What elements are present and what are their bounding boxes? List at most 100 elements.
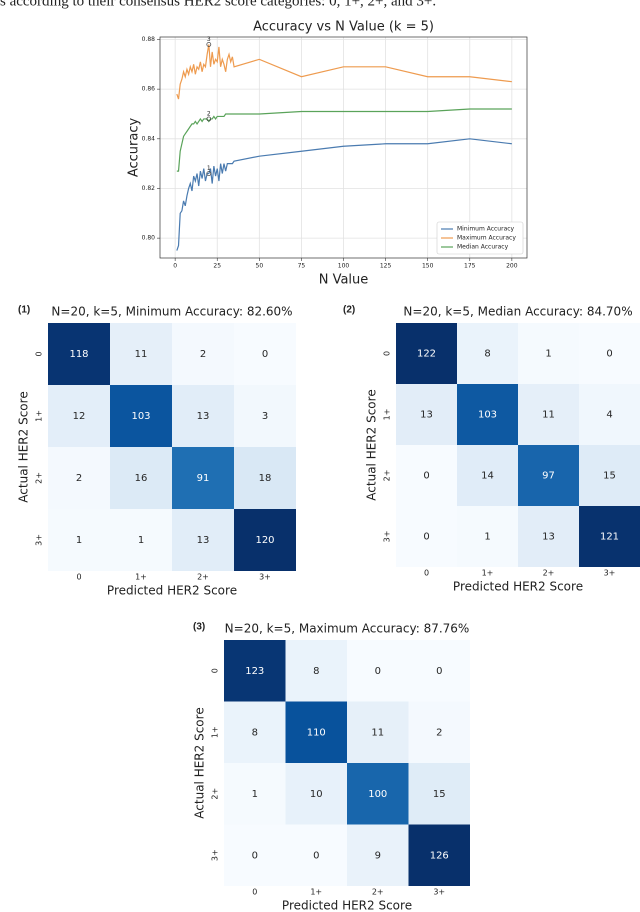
heatmap-cell <box>408 763 470 825</box>
heatmap-cell <box>396 506 457 567</box>
heatmap-cell <box>457 506 518 567</box>
heatmap-cell <box>172 323 234 385</box>
heatmap-cell <box>110 447 172 509</box>
cell-value: 0 <box>423 471 429 482</box>
x-tick-label: 0 <box>252 888 257 897</box>
y-axis-label: Accuracy <box>127 118 142 178</box>
x-tick-label: 3+ <box>433 888 445 897</box>
x-tick-label: 125 <box>380 263 392 270</box>
heatmap-cell <box>224 824 286 886</box>
heatmap-cell <box>396 445 457 506</box>
x-tick-label: 50 <box>256 263 264 270</box>
legend-label: Minimum Accuracy <box>457 226 515 233</box>
heatmap-cell <box>347 824 409 886</box>
y-axis-label: Actual HER2 Score <box>365 389 379 500</box>
heatmap-cell <box>518 506 579 567</box>
cell-value: 100 <box>368 789 387 800</box>
caption-fragment: s according to their consensus HER2 scor… <box>0 0 436 9</box>
cell-value: 2 <box>200 349 206 360</box>
cell-value: 0 <box>436 666 442 677</box>
y-tick-label: 0.84 <box>142 135 156 142</box>
cell-value: 1 <box>545 349 551 360</box>
cell-value: 0 <box>252 850 258 861</box>
cell-value: 10 <box>310 789 323 800</box>
heatmap-cell <box>408 824 470 886</box>
x-tick-label: 0 <box>173 263 177 270</box>
annotation-label: 1 <box>207 165 211 172</box>
heatmap-cell <box>518 323 579 384</box>
x-tick-label: 1+ <box>135 573 147 582</box>
cell-value: 97 <box>542 471 555 482</box>
x-axis-label: Predicted HER2 Score <box>107 584 237 598</box>
heatmap-cell <box>224 640 286 702</box>
heatmap-cell <box>110 385 172 447</box>
panel-label: (1) <box>18 305 30 316</box>
y-tick-label: 0.88 <box>142 36 156 43</box>
cell-value: 12 <box>73 411 86 422</box>
heatmap-cell <box>579 506 640 567</box>
plot-frame <box>159 36 528 259</box>
y-tick-label: 0.80 <box>142 235 156 242</box>
heatmap-cell <box>457 384 518 445</box>
x-axis-label: Predicted HER2 Score <box>282 899 412 912</box>
y-tick-label: 2+ <box>211 788 220 800</box>
y-tick-label: 3+ <box>211 849 220 861</box>
heatmap-cell <box>396 384 457 445</box>
x-tick-label: 2+ <box>543 569 555 578</box>
series-line <box>176 44 512 100</box>
x-tick-label: 2+ <box>372 888 384 897</box>
cell-value: 1 <box>484 532 490 543</box>
series-line <box>176 108 512 172</box>
heatmap-cell <box>234 323 296 385</box>
cell-value: 126 <box>430 850 449 861</box>
x-axis-label: N Value <box>319 273 369 288</box>
cell-value: 13 <box>197 411 210 422</box>
cell-value: 9 <box>375 850 381 861</box>
cell-value: 16 <box>135 473 148 484</box>
cell-value: 18 <box>259 473 272 484</box>
cell-value: 2 <box>436 727 442 738</box>
heatmap-cell <box>110 509 172 571</box>
heatmap-cell <box>347 640 409 702</box>
cell-value: 1 <box>252 789 258 800</box>
cell-value: 3 <box>262 411 268 422</box>
y-tick-label: 1+ <box>35 410 44 422</box>
heatmap-cell <box>457 445 518 506</box>
heatmap-cell <box>48 385 110 447</box>
heatmap-cell <box>48 447 110 509</box>
cell-value: 0 <box>375 666 381 677</box>
cell-value: 15 <box>603 471 616 482</box>
cell-value: 13 <box>197 535 210 546</box>
heatmap-cell <box>224 701 286 763</box>
heatmap-cell <box>579 384 640 445</box>
x-tick-label: 75 <box>298 263 306 270</box>
cell-value: 91 <box>197 473 210 484</box>
heatmap-cell <box>518 384 579 445</box>
cell-value: 11 <box>371 727 384 738</box>
heatmap-cell <box>396 323 457 384</box>
x-tick-label: 1+ <box>310 888 322 897</box>
panel-label: (2) <box>343 305 355 316</box>
y-axis-label: Actual HER2 Score <box>17 391 31 502</box>
y-tick-label: 3+ <box>383 531 392 543</box>
x-tick-label: 2+ <box>197 573 209 582</box>
heatmap-cell <box>172 509 234 571</box>
cell-value: 2 <box>76 473 82 484</box>
heatmap-cell <box>48 509 110 571</box>
y-tick-label: 1+ <box>211 726 220 738</box>
heatmap-cell <box>285 701 347 763</box>
annotation-marker <box>206 116 212 122</box>
chart-title: Accuracy vs N Value (k = 5) <box>253 20 434 35</box>
y-tick-label: 3+ <box>35 534 44 546</box>
x-tick-label: 175 <box>464 263 476 270</box>
cell-value: 110 <box>307 727 326 738</box>
x-tick-label: 0 <box>424 569 429 578</box>
cell-value: 0 <box>313 850 319 861</box>
x-axis-label: Predicted HER2 Score <box>453 580 583 594</box>
cell-value: 0 <box>606 349 612 360</box>
cell-value: 103 <box>478 410 497 421</box>
y-axis-label: Actual HER2 Score <box>193 707 207 818</box>
cell-value: 0 <box>423 532 429 543</box>
chart-title: N=20, k=5, Median Accuracy: 84.70% <box>403 305 632 319</box>
